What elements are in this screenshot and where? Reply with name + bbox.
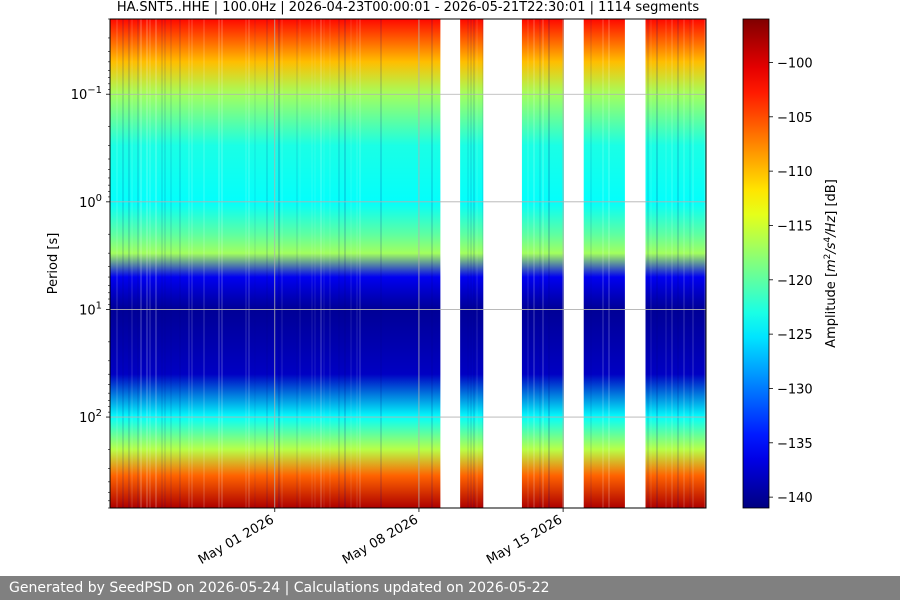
x-tick-label: May 15 2026 bbox=[484, 512, 565, 567]
heatmap-column bbox=[122, 19, 124, 508]
colorbar-gradient bbox=[742, 18, 770, 509]
heatmap-column bbox=[473, 19, 475, 508]
heatmap-column bbox=[338, 19, 340, 508]
x-axis: May 01 2026 May 08 2026 May 15 2026 bbox=[196, 508, 565, 568]
heatmap-column bbox=[179, 19, 181, 508]
colorbar: −100 −105 −110 −115 −120 −125 −130 −135 −140 bbox=[742, 18, 813, 509]
heatmap-column bbox=[356, 19, 358, 508]
y-tick-label: 102 bbox=[79, 408, 102, 426]
heatmap-column bbox=[311, 19, 313, 508]
colorbar-label: Amplitude [m2/s4/Hz] [dB] bbox=[823, 179, 839, 348]
heatmap-column bbox=[164, 19, 166, 508]
heatmap-column bbox=[320, 19, 322, 508]
colorbar-tick-label: −105 bbox=[777, 111, 813, 126]
data-gap bbox=[440, 19, 461, 508]
heatmap-column bbox=[527, 19, 529, 508]
heatmap-column bbox=[656, 19, 658, 508]
x-tick-label: May 08 2026 bbox=[340, 512, 421, 567]
heatmap-column bbox=[299, 19, 301, 508]
heatmap-column bbox=[329, 19, 331, 508]
heatmap-column bbox=[683, 19, 685, 508]
colorbar-tick-label: −130 bbox=[777, 382, 813, 397]
y-tick-label: 100 bbox=[79, 193, 102, 211]
data-gap bbox=[483, 19, 522, 508]
colorbar-tick-label: −110 bbox=[777, 165, 813, 180]
colorbar-tick-label: −115 bbox=[777, 219, 813, 234]
heatmap-column bbox=[248, 19, 250, 508]
heatmap-column bbox=[350, 19, 352, 508]
colorbar-tick-label: −100 bbox=[777, 56, 813, 71]
heatmap-column bbox=[677, 19, 679, 508]
heatmap-column bbox=[170, 19, 172, 508]
heatmap-column bbox=[431, 19, 433, 508]
heatmap-column bbox=[704, 19, 706, 508]
heatmap-column bbox=[155, 19, 157, 508]
heatmap-column bbox=[131, 19, 133, 508]
heatmap-column bbox=[647, 19, 649, 508]
heatmap-column bbox=[665, 19, 667, 508]
heatmap-body bbox=[110, 19, 706, 508]
heatmap-column bbox=[671, 19, 673, 508]
heatmap-column bbox=[467, 19, 469, 508]
heatmap-column bbox=[692, 19, 694, 508]
heatmap-column bbox=[254, 19, 256, 508]
heatmap-column bbox=[203, 19, 205, 508]
heatmap-column bbox=[548, 19, 550, 508]
colorbar-tick-label: −120 bbox=[777, 274, 813, 289]
grid-lines bbox=[110, 19, 706, 508]
heatmap-column bbox=[161, 19, 163, 508]
heatmap-column bbox=[344, 19, 346, 508]
heatmap-column bbox=[146, 19, 148, 508]
psd-figure: HA.SNT5..HHE | 100.0Hz | 2026-04-23T00:0… bbox=[46, 0, 839, 568]
heatmap-column bbox=[188, 19, 190, 508]
heatmap-column bbox=[266, 19, 268, 508]
heatmap-column bbox=[314, 19, 316, 508]
heatmap-column bbox=[602, 19, 604, 508]
heatmap-column bbox=[191, 19, 193, 508]
y-tick-label: 10−1 bbox=[71, 85, 102, 103]
heatmap-column bbox=[533, 19, 535, 508]
heatmap-column bbox=[689, 19, 691, 508]
data-gaps bbox=[440, 19, 646, 508]
plot-frame bbox=[109, 18, 707, 509]
heatmap-column bbox=[476, 19, 478, 508]
heatmap-column bbox=[137, 19, 139, 508]
data-gap bbox=[624, 19, 646, 508]
footer-bar: Generated by SeedPSD on 2026-05-24 | Cal… bbox=[0, 576, 900, 600]
data-gap bbox=[563, 19, 584, 508]
heatmap-column bbox=[650, 19, 652, 508]
heatmap-column bbox=[590, 19, 592, 508]
heatmap-column bbox=[482, 19, 484, 508]
heatmap-column bbox=[245, 19, 247, 508]
y-tick-label: 101 bbox=[79, 300, 102, 318]
footer-text: Generated by SeedPSD on 2026-05-24 | Cal… bbox=[9, 580, 550, 596]
heatmap-column bbox=[323, 19, 325, 508]
heatmap-column bbox=[149, 19, 151, 508]
heatmap-column bbox=[140, 19, 142, 508]
heatmap-column bbox=[359, 19, 361, 508]
colorbar-tick-label: −125 bbox=[777, 328, 813, 343]
colorbar-tick-label: −135 bbox=[777, 437, 813, 452]
heatmap-column bbox=[470, 19, 472, 508]
heatmap-column bbox=[542, 19, 544, 508]
heatmap-column bbox=[128, 19, 130, 508]
heatmap-column bbox=[608, 19, 610, 508]
y-axis-label: Period [s] bbox=[46, 233, 61, 295]
heatmap-column bbox=[281, 19, 283, 508]
heatmap-column bbox=[539, 19, 541, 508]
heatmap-column bbox=[380, 19, 382, 508]
colorbar-tick-label: −140 bbox=[777, 491, 813, 506]
heatmap-column bbox=[116, 19, 118, 508]
spectrogram-heatmap bbox=[110, 19, 706, 508]
chart-title: HA.SNT5..HHE | 100.0Hz | 2026-04-23T00:0… bbox=[117, 0, 699, 15]
x-tick-label: May 01 2026 bbox=[196, 512, 277, 567]
y-axis: 10−1 100 101 102 bbox=[71, 18, 110, 509]
heatmap-column bbox=[278, 19, 280, 508]
heatmap-column bbox=[218, 19, 220, 508]
heatmap-column bbox=[221, 19, 223, 508]
heatmap-column bbox=[296, 19, 298, 508]
